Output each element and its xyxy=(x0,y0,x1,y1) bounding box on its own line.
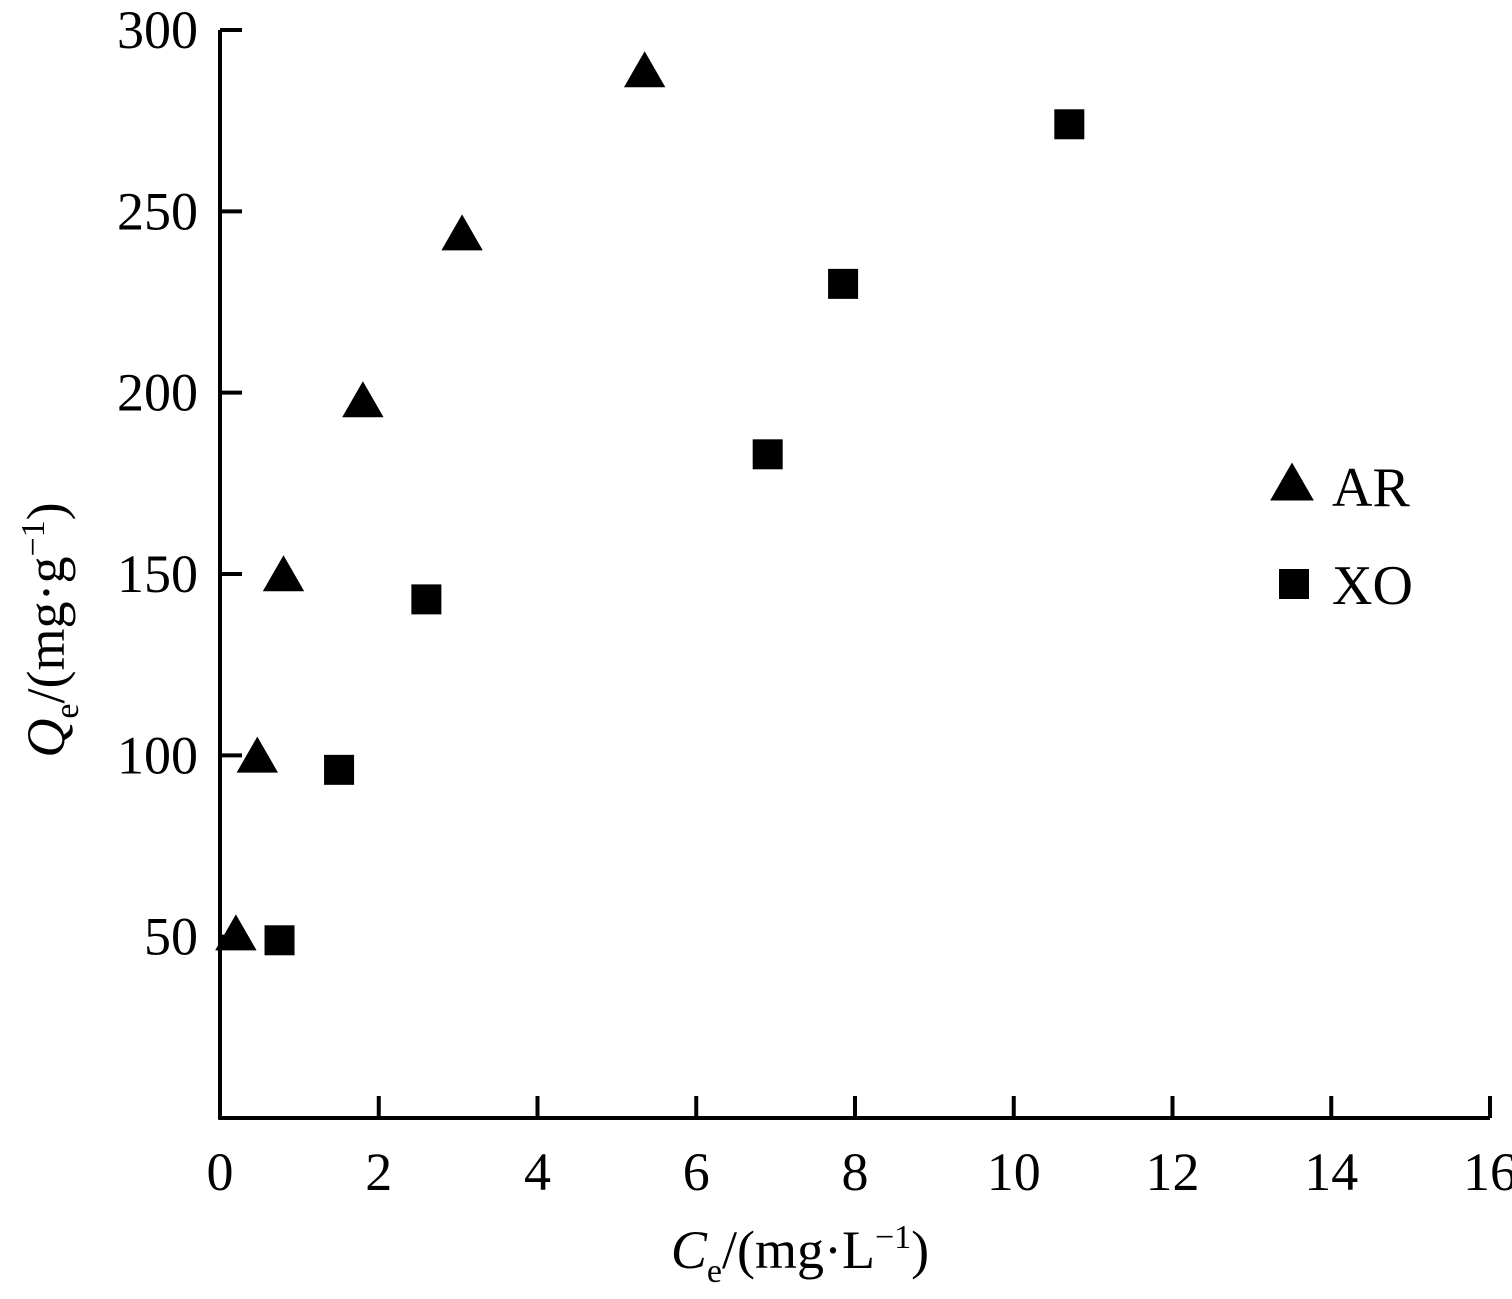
data-point xyxy=(828,268,859,299)
legend-item-ar: AR xyxy=(1270,457,1410,519)
data-point xyxy=(324,754,355,785)
y-axis-ticks: 50 100 150 200 250 300 xyxy=(117,0,242,967)
data-point xyxy=(411,584,442,615)
x-tick-label: 12 xyxy=(1146,1142,1200,1202)
legend-item-xo: XO xyxy=(1279,555,1413,617)
x-tick-label: 10 xyxy=(987,1142,1041,1202)
x-tick-label: 8 xyxy=(842,1142,869,1202)
legend-marker xyxy=(1270,462,1314,501)
legend: AR XO xyxy=(1270,457,1413,617)
data-point xyxy=(623,51,666,88)
data-point xyxy=(264,925,295,956)
x-tick-label: 4 xyxy=(524,1142,551,1202)
data-point xyxy=(262,555,305,592)
y-tick-label: 150 xyxy=(117,544,198,604)
y-tick-label: 200 xyxy=(117,363,198,423)
data-point xyxy=(1054,109,1085,140)
data-point xyxy=(342,381,384,418)
data-point xyxy=(441,214,483,251)
data-point xyxy=(236,736,279,773)
x-tick-label: 0 xyxy=(207,1142,234,1202)
data-points xyxy=(215,51,1085,956)
x-axis-title: Ce/(mg·L−1) xyxy=(671,1219,929,1290)
y-tick-label: 100 xyxy=(117,725,198,785)
x-axis-ticks: 0 2 4 6 8 10 12 14 16 xyxy=(207,1096,1512,1202)
series-ar xyxy=(215,51,666,951)
y-tick-label: 250 xyxy=(117,181,198,241)
x-tick-label: 16 xyxy=(1463,1142,1512,1202)
y-axis-title: Qe/(mg·g−1) xyxy=(15,502,86,757)
data-point xyxy=(752,439,783,470)
y-tick-label: 300 xyxy=(117,0,198,60)
legend-label: XO xyxy=(1332,555,1413,617)
legend-label: AR xyxy=(1332,457,1410,519)
legend-marker xyxy=(1279,569,1309,599)
y-tick-label: 50 xyxy=(144,907,198,967)
x-tick-label: 14 xyxy=(1304,1142,1358,1202)
data-point xyxy=(215,914,257,951)
x-tick-label: 6 xyxy=(683,1142,710,1202)
series-xo xyxy=(264,109,1085,956)
x-tick-label: 2 xyxy=(365,1142,392,1202)
